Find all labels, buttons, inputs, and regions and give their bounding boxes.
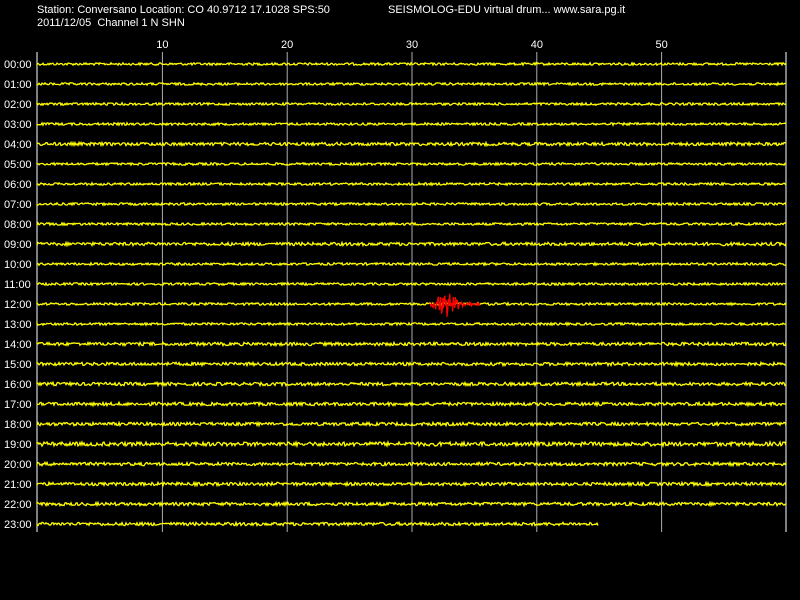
hour-label: 06:00 bbox=[4, 179, 32, 191]
hour-label: 19:00 bbox=[4, 439, 32, 451]
trace-row-0900 bbox=[36, 240, 787, 248]
hour-label: 16:00 bbox=[4, 379, 32, 391]
hour-label: 04:00 bbox=[4, 139, 32, 151]
hour-label: 08:00 bbox=[4, 219, 32, 231]
hour-label: 12:00 bbox=[4, 299, 32, 311]
trace-row-0000 bbox=[36, 61, 787, 67]
hour-label: 11:00 bbox=[4, 279, 31, 291]
trace-row-0200 bbox=[36, 101, 787, 107]
x-tick-label: 20 bbox=[281, 39, 293, 51]
hour-label: 21:00 bbox=[4, 479, 32, 491]
hour-label: 23:00 bbox=[4, 519, 32, 531]
hour-label: 13:00 bbox=[4, 319, 32, 331]
trace-row-1400 bbox=[36, 340, 787, 348]
trace-row-1200 bbox=[36, 301, 787, 307]
app-title: SEISMOLOG-EDU virtual drum... www.sara.p… bbox=[388, 4, 626, 16]
trace-row-0600 bbox=[36, 181, 787, 187]
x-tick-label: 30 bbox=[406, 39, 418, 51]
hour-label: 20:00 bbox=[4, 459, 32, 471]
hour-label: 14:00 bbox=[4, 339, 32, 351]
trace-row-2300 bbox=[36, 520, 599, 528]
hour-label: 01:00 bbox=[4, 79, 32, 91]
date-channel-info: 2011/12/05 Channel 1 N SHN bbox=[37, 17, 185, 29]
hour-label: 15:00 bbox=[4, 359, 32, 371]
trace-row-2100 bbox=[36, 480, 787, 488]
hour-label: 17:00 bbox=[4, 399, 32, 411]
trace-row-0500 bbox=[36, 161, 787, 167]
hour-label: 07:00 bbox=[4, 199, 32, 211]
hour-label: 22:00 bbox=[4, 499, 32, 511]
x-tick-label: 50 bbox=[656, 39, 668, 51]
trace-row-0100 bbox=[36, 81, 787, 87]
hour-label: 00:00 bbox=[4, 59, 32, 71]
hour-label: 10:00 bbox=[4, 259, 32, 271]
trace-row-1700 bbox=[36, 400, 787, 408]
trace-row-0800 bbox=[36, 221, 787, 227]
trace-row-2000 bbox=[36, 460, 787, 468]
trace-row-1500 bbox=[36, 360, 787, 368]
hour-label: 03:00 bbox=[4, 119, 32, 131]
seismic-event-trace bbox=[429, 293, 481, 317]
x-tick-label: 40 bbox=[531, 39, 543, 51]
hour-label: 18:00 bbox=[4, 419, 32, 431]
trace-row-1600 bbox=[36, 380, 787, 388]
trace-row-0300 bbox=[36, 121, 787, 127]
trace-row-1100 bbox=[36, 281, 787, 287]
hour-label: 05:00 bbox=[4, 159, 32, 171]
hour-label: 02:00 bbox=[4, 99, 32, 111]
trace-row-1800 bbox=[36, 420, 787, 428]
trace-row-2200 bbox=[36, 500, 787, 508]
trace-row-0700 bbox=[36, 201, 787, 207]
station-info: Station: Conversano Location: CO 40.9712… bbox=[37, 4, 330, 16]
trace-row-1900 bbox=[36, 439, 787, 449]
trace-row-0400 bbox=[36, 140, 787, 148]
hour-label: 09:00 bbox=[4, 239, 32, 251]
x-tick-label: 10 bbox=[156, 39, 168, 51]
trace-row-1000 bbox=[36, 261, 787, 267]
trace-row-1300 bbox=[36, 321, 787, 327]
